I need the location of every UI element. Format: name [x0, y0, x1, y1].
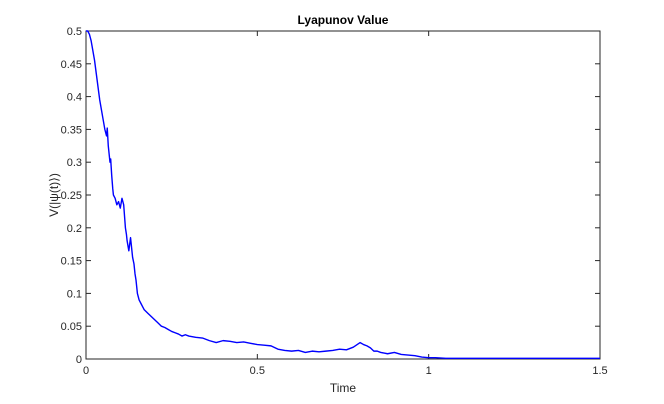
y-tick-label: 0.1	[67, 288, 82, 300]
y-tick-label: 0.25	[61, 190, 82, 202]
x-axis-title: Time	[330, 381, 357, 395]
y-tick-label: 0.2	[67, 223, 82, 235]
x-tick-label: 1.5	[592, 365, 607, 377]
lyapunov-series-line	[86, 30, 600, 360]
y-tick-label: 0.45	[61, 59, 82, 71]
y-axis-title: V(|ψ(t)⟩)	[47, 173, 61, 217]
y-tick-label: 0.15	[61, 256, 82, 268]
plot-area	[85, 30, 601, 360]
x-tick-label: 1	[426, 365, 432, 377]
y-tick-label: 0.4	[67, 92, 82, 104]
y-tick-label: 0.3	[67, 157, 82, 169]
chart-title: Lyapunov Value	[298, 13, 389, 27]
x-tick-label: 0	[83, 365, 89, 377]
y-tick-label: 0.05	[61, 321, 82, 333]
y-tick-label: 0	[76, 354, 82, 366]
tick-labels: 0 0.5 1 1.5 0 0.05 0.1 0.15 0.2 0.25 0.3 0.35 0.4 0.4…	[61, 26, 608, 377]
x-tick-label: 0.5	[250, 365, 265, 377]
y-tick-label: 0.35	[61, 124, 82, 136]
y-tick-label: 0.5	[67, 26, 82, 38]
